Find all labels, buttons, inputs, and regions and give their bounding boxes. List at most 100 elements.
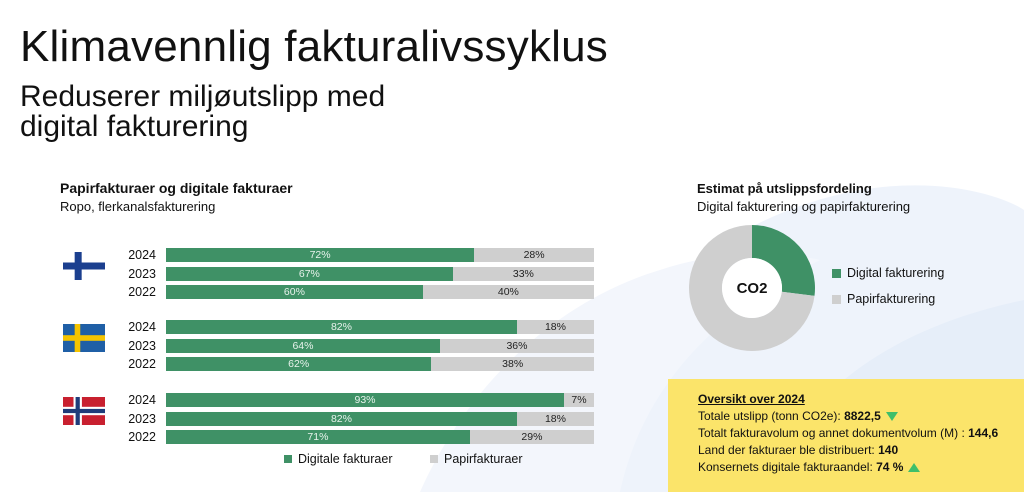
year-label: 2023 — [128, 266, 156, 281]
year-label: 2024 — [128, 320, 156, 334]
bar-digital: 82% — [166, 320, 517, 334]
year-label: 2022 — [128, 430, 156, 444]
legend-paper-swatch — [430, 455, 438, 463]
bar-digital: 62% — [166, 357, 432, 371]
donut-legend-paper-label: Papirfakturering — [847, 292, 936, 306]
bar-paper: 40% — [422, 285, 594, 299]
bar-row: 2023 67% 33% — [120, 266, 600, 281]
data-label-digital: 72% — [309, 249, 331, 261]
bar-paper: 33% — [452, 266, 594, 281]
legend-digital-swatch — [284, 455, 292, 463]
finland-flag-icon — [63, 252, 105, 280]
bar-row: 2024 72% 28% — [120, 248, 600, 262]
data-label-paper: 38% — [502, 358, 524, 370]
donut-center-label: CO2 — [737, 280, 768, 297]
year-label: 2024 — [128, 248, 156, 262]
bar-digital: 67% — [166, 266, 453, 281]
donut-chart-subtitle: Digital fakturering og papirfakturering — [697, 199, 911, 214]
data-label-paper: 18% — [544, 321, 566, 333]
bar-track: 71% 29% — [166, 430, 594, 444]
data-label-paper: 7% — [571, 394, 587, 406]
overview-label: Totale utslipp (tonn CO2e): — [698, 409, 845, 423]
bar-paper: 28% — [474, 248, 594, 262]
bar-chart-subtitle: Ropo, flerkanalsfakturering — [60, 199, 216, 214]
donut-chart: CO2 — [689, 225, 815, 351]
bar-row: 2024 93% 7% — [120, 393, 600, 407]
legend-paper-label: Papirfakturaer — [444, 452, 523, 466]
bar-row: 2024 82% 18% — [120, 320, 600, 334]
donut-legend-paper: Papirfakturering — [832, 292, 935, 306]
subtitle-line-2: digital fakturering — [20, 110, 249, 143]
bar-track: 93% 7% — [166, 393, 594, 407]
bar-paper: 38% — [431, 357, 594, 371]
bar-paper: 29% — [469, 430, 594, 444]
subtitle-line-1: Reduserer miljøutslipp med — [20, 80, 386, 113]
overview-line-emissions: Totale utslipp (tonn CO2e): 8822,5 — [698, 408, 1024, 425]
year-label: 2023 — [128, 411, 156, 426]
overview-label: Konsernets digitale fakturaandel: — [698, 460, 877, 474]
bar-row: 2023 64% 36% — [120, 338, 600, 353]
bar-paper: 18% — [516, 411, 594, 426]
bar-paper: 7% — [564, 393, 594, 407]
bar-digital: 72% — [166, 248, 475, 262]
legend-digital-label: Digitale fakturaer — [298, 452, 393, 466]
overview-title: Oversikt over 2024 — [698, 392, 805, 406]
legend-digital: Digitale fakturaer — [284, 452, 393, 466]
bar-track: 82% 18% — [166, 320, 594, 334]
overview-value: 140 — [878, 443, 899, 457]
data-label-paper: 29% — [521, 431, 543, 443]
page-subtitle: Reduserer miljøutslipp med digital faktu… — [20, 82, 540, 142]
bar-digital: 93% — [166, 393, 565, 407]
slice-digital — [752, 225, 815, 296]
data-label-digital: 67% — [298, 267, 320, 280]
bar-chart-title: Papirfakturaer og digitale fakturaer — [60, 180, 293, 196]
data-label-paper: 18% — [544, 412, 566, 425]
data-label-paper: 40% — [497, 286, 519, 298]
overview-line-digital-share: Konsernets digitale fakturaandel: 74 % — [698, 459, 1024, 476]
overview-line-volume: Totalt fakturavolum og annet dokumentvol… — [698, 425, 1024, 442]
slice-paper — [689, 225, 815, 351]
year-label: 2024 — [128, 393, 156, 407]
bar-row: 2023 82% 18% — [120, 411, 600, 426]
overview-line-countries: Land der fakturaer ble distribuert: 140 — [698, 442, 1024, 459]
bar-digital: 64% — [166, 338, 440, 353]
donut-legend-paper-swatch — [832, 294, 841, 304]
overview-label: Land der fakturaer ble distribuert: — [698, 443, 879, 457]
bar-track: 82% 18% — [166, 411, 594, 426]
arrow-up-icon — [908, 463, 921, 473]
bar-track: 64% 36% — [166, 338, 594, 353]
bar-row: 2022 71% 29% — [120, 430, 600, 444]
data-label-digital: 82% — [330, 321, 352, 333]
bar-row: 2022 60% 40% — [120, 285, 600, 299]
year-label: 2023 — [128, 338, 156, 353]
data-label-paper: 28% — [523, 249, 545, 261]
data-label-paper: 36% — [506, 339, 528, 352]
donut-hole — [722, 258, 782, 318]
data-label-digital: 64% — [292, 339, 314, 352]
overview-value: 74 % — [876, 460, 904, 474]
donut-legend-digital-swatch — [832, 268, 841, 278]
data-label-digital: 71% — [307, 431, 329, 443]
data-label-digital: 60% — [283, 286, 305, 298]
donut-chart-title: Estimat på utslippsfordeling — [697, 181, 872, 196]
bar-row: 2022 62% 38% — [120, 357, 600, 371]
bar-digital: 71% — [166, 430, 470, 444]
bar-track: 62% 38% — [166, 357, 594, 371]
year-label: 2022 — [128, 285, 156, 299]
bar-digital: 60% — [166, 285, 423, 299]
year-label: 2022 — [128, 357, 156, 371]
bar-track: 60% 40% — [166, 285, 594, 299]
overview-value: 144,6 — [968, 426, 999, 440]
arrow-down-icon — [885, 412, 898, 422]
overview-label: Totalt fakturavolum og annet dokumentvol… — [698, 426, 969, 440]
bar-track: 67% 33% — [166, 266, 594, 281]
bar-digital: 82% — [166, 411, 517, 426]
donut-legend-digital-label: Digital fakturering — [847, 266, 945, 280]
overview-value: 8822,5 — [844, 409, 881, 423]
sweden-flag-icon — [63, 324, 105, 352]
data-label-paper: 33% — [512, 267, 534, 280]
page-title: Klimavennlig fakturalivssyklus — [20, 22, 608, 71]
bar-paper: 18% — [516, 320, 594, 334]
norway-flag-icon — [63, 397, 105, 425]
legend-paper: Papirfakturaer — [430, 452, 523, 466]
